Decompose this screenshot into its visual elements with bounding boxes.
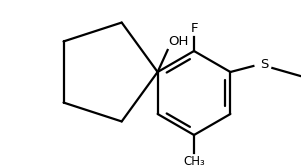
Text: OH: OH — [169, 35, 189, 48]
Text: CH₃: CH₃ — [183, 155, 205, 167]
Text: S: S — [260, 57, 269, 70]
Text: F: F — [190, 22, 198, 35]
